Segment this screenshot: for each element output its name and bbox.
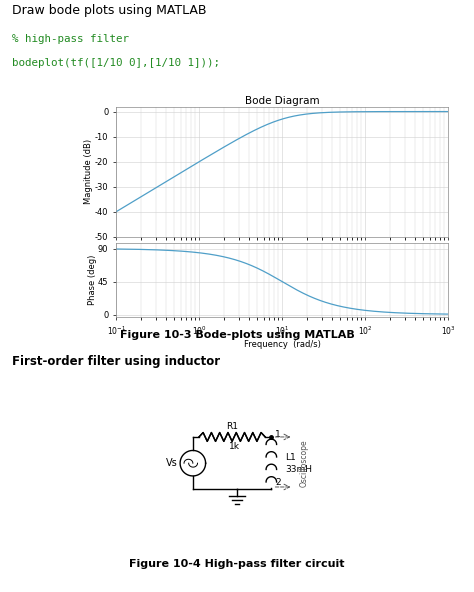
Text: Figure 10-4 High-pass filter circuit: Figure 10-4 High-pass filter circuit [129,559,345,568]
Text: 1k: 1k [229,442,240,451]
Text: bodeplot(tf([1/10 0],[1/10 1]));: bodeplot(tf([1/10 0],[1/10 1])); [12,59,220,68]
Y-axis label: Magnitude (dB): Magnitude (dB) [84,139,93,204]
Text: R1: R1 [226,422,238,431]
Y-axis label: Phase (deg): Phase (deg) [88,255,97,305]
X-axis label: Frequency  (rad/s): Frequency (rad/s) [244,340,320,349]
Text: Draw bode plots using MATLAB: Draw bode plots using MATLAB [12,4,206,17]
Title: Bode Diagram: Bode Diagram [245,96,319,106]
Text: % high-pass filter: % high-pass filter [12,34,129,44]
Text: 33mH: 33mH [285,465,312,474]
Text: Oscilloscope: Oscilloscope [300,439,309,487]
Text: Figure 10-3 Bode-plots using MATLAB: Figure 10-3 Bode-plots using MATLAB [119,330,355,340]
Text: Vs: Vs [166,458,178,468]
Text: First-order filter using inductor: First-order filter using inductor [12,355,220,368]
Text: 2: 2 [275,478,281,487]
Text: 1: 1 [275,430,281,439]
Text: L1: L1 [285,452,296,462]
